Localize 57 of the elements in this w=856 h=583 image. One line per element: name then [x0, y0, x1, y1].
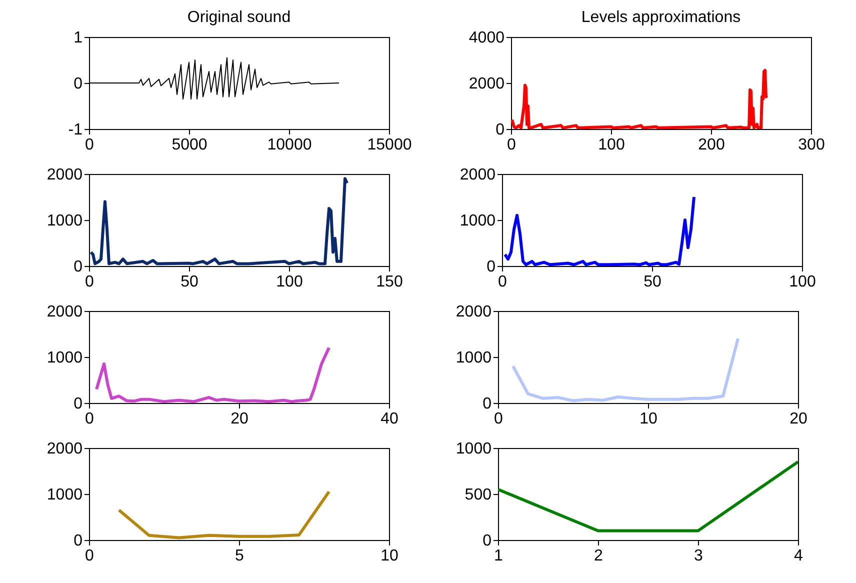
x-tick-label: 2 — [594, 548, 604, 564]
x-tick-label: 100 — [276, 274, 303, 290]
y-tick-label: 0 — [74, 76, 83, 92]
x-tick-label: 20 — [790, 410, 808, 428]
x-tick-label: 0 — [507, 136, 516, 154]
y-tick-label: 1000 — [460, 212, 496, 230]
x-tick-label: 10 — [380, 548, 398, 564]
x-tick-label: 0 — [85, 548, 94, 564]
y-tick-label: 0 — [486, 258, 496, 276]
y-tick-label: 2000 — [46, 166, 83, 184]
x-tick-label: 200 — [698, 136, 725, 154]
x-tick-label: 150 — [376, 274, 403, 290]
y-tick-label: 1000 — [46, 350, 83, 366]
x-tick-label: 300 — [798, 136, 825, 154]
x-tick-label: 5000 — [172, 136, 208, 154]
y-tick-label: 2000 — [456, 304, 492, 320]
line-series — [118, 490, 330, 540]
x-tick-label: 100 — [789, 274, 816, 290]
x-tick-label: 20 — [230, 410, 248, 428]
x-tick-label: 15000 — [367, 136, 412, 154]
y-tick-label: -1 — [68, 122, 83, 138]
x-tick-label: 3 — [694, 548, 704, 564]
y-tick-label: 1 — [74, 30, 83, 46]
chart-title: Levels approximations — [581, 9, 741, 26]
x-tick-label: 50 — [180, 274, 198, 290]
y-tick-label: 0 — [496, 122, 505, 138]
line-series — [512, 337, 740, 402]
chart-title: Original sound — [187, 9, 291, 26]
line-series — [511, 68, 768, 129]
y-tick-label: 0 — [74, 532, 83, 550]
x-tick-label: 5 — [235, 548, 244, 564]
y-tick-label: 0 — [74, 396, 83, 412]
y-tick-label: 500 — [464, 486, 492, 504]
x-tick-label: 4 — [794, 548, 804, 564]
x-tick-label: 10 — [640, 410, 658, 428]
y-tick-label: 0 — [74, 258, 83, 276]
y-tick-label: 2000 — [46, 304, 83, 320]
x-tick-label: 50 — [644, 274, 662, 290]
y-tick-label: 1000 — [46, 212, 83, 230]
y-tick-label: 2000 — [460, 166, 496, 184]
y-tick-label: 2000 — [468, 76, 505, 92]
x-tick-label: 0 — [85, 410, 94, 428]
x-tick-label: 40 — [380, 410, 398, 428]
x-tick-label: 0 — [85, 274, 94, 290]
x-tick-label: 10000 — [267, 136, 312, 154]
y-tick-label: 4000 — [468, 30, 505, 46]
x-tick-label: 100 — [598, 136, 625, 154]
line-series — [95, 346, 330, 403]
y-tick-label: 1000 — [46, 486, 83, 504]
x-tick-label: 0 — [85, 136, 94, 154]
y-tick-label: 1000 — [456, 350, 492, 366]
y-tick-label: 0 — [482, 396, 492, 412]
y-tick-label: 2000 — [46, 440, 83, 458]
line-series — [504, 196, 696, 266]
y-tick-label: 1000 — [456, 440, 492, 458]
y-tick-label: 0 — [482, 532, 492, 550]
line-series — [90, 177, 348, 266]
